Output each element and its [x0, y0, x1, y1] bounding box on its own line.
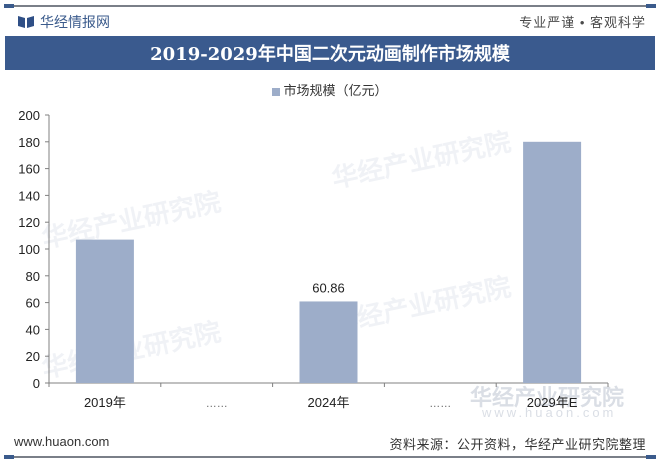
y-tick-label: 160 [18, 162, 40, 177]
x-tick-label: 2024年 [308, 395, 350, 410]
y-tick-label: 0 [33, 376, 40, 391]
bottom-rule [4, 456, 656, 458]
bottom-rule-cap-left [4, 455, 14, 459]
top-rule [4, 5, 656, 7]
x-tick-label: …… [429, 398, 451, 410]
legend: 市场规模（亿元） [0, 80, 660, 99]
y-tick-label: 120 [18, 215, 40, 230]
bar-value-label: 60.86 [312, 280, 345, 295]
top-rule-cap-left [4, 4, 14, 8]
y-tick-label: 80 [26, 269, 40, 284]
brand-logo-icon [18, 16, 34, 28]
y-tick-label: 60 [26, 296, 40, 311]
chart-title: 2019-2029年中国二次元动画制作市场规模 [150, 44, 510, 65]
slogan: 专业严谨 • 客观科学 [519, 15, 646, 30]
y-tick-label: 100 [18, 242, 40, 257]
bottom-rule-cap-right [646, 455, 656, 459]
chart-title-bar: 2019-2029年中国二次元动画制作市场规模 [5, 36, 655, 70]
y-tick-label: 140 [18, 188, 40, 203]
footer-source: 资料来源：公开资料，华经产业研究院整理 [389, 437, 646, 452]
y-tick-label: 20 [26, 349, 40, 364]
x-tick-label: …… [206, 398, 228, 410]
y-tick-label: 40 [26, 322, 40, 337]
brand-name: 华经情报网 [40, 14, 110, 30]
x-tick-label: 2029年E [527, 395, 578, 410]
brand: 华经情报网 [18, 12, 110, 32]
top-rule-cap-right [646, 4, 656, 8]
bar [299, 301, 358, 383]
x-tick-label: 2019年 [84, 395, 126, 410]
bar [75, 239, 134, 383]
bar [523, 141, 582, 383]
y-tick-label: 200 [18, 108, 40, 123]
legend-label: 市场规模（亿元） [283, 83, 388, 98]
legend-swatch-icon [272, 87, 281, 96]
y-tick-label: 180 [18, 135, 40, 150]
footer-website: www.huaon.com [14, 434, 110, 449]
